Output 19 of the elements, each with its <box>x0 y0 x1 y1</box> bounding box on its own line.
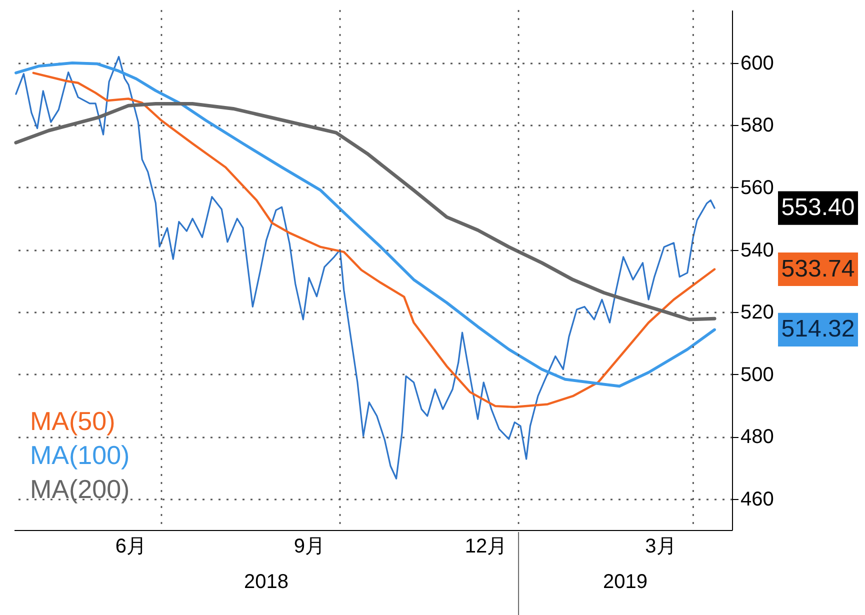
y-tick-label: 580 <box>740 114 774 137</box>
x-tick-label: 6月 <box>115 536 146 558</box>
y-tick-label: 480 <box>740 426 774 448</box>
y-tick-label: 600 <box>740 52 774 74</box>
text: MA(50) <box>30 406 116 436</box>
text: 2018 <box>244 571 289 593</box>
y-tick-label: 520 <box>740 302 774 324</box>
line-series <box>15 56 716 480</box>
y-tick-label: 500 <box>740 364 774 386</box>
text: MA(200) <box>30 474 130 504</box>
x-tick-label: 3月 <box>645 536 676 558</box>
line-series <box>14 102 716 322</box>
y-tick-label: 460 <box>740 488 774 510</box>
y-tick-label: 560 <box>740 176 774 199</box>
text: MA(100) <box>30 440 130 470</box>
y-tick-label: 540 <box>740 239 774 262</box>
text: 2019 <box>603 571 648 593</box>
x-tick-label: 12月 <box>464 536 508 558</box>
x-tick-label: 9月 <box>294 536 326 558</box>
